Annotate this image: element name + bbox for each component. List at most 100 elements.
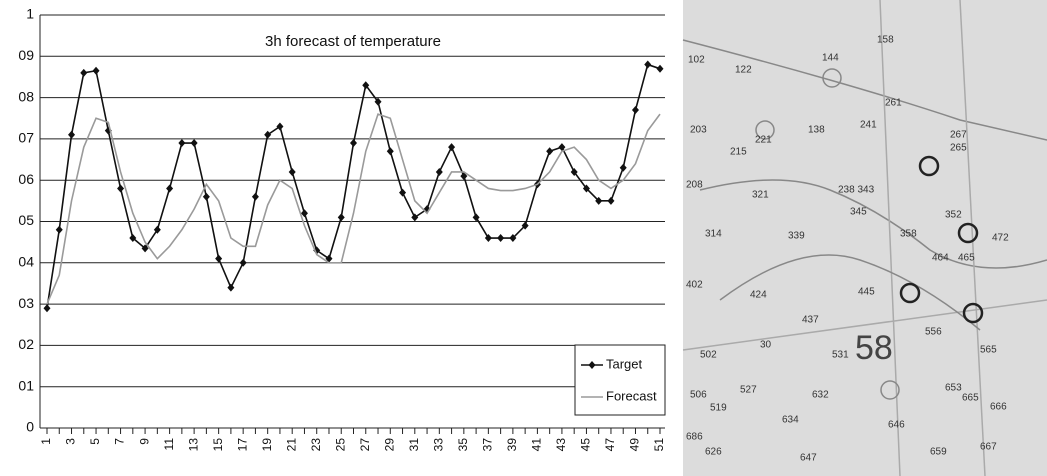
y-tick-label: 07: [18, 130, 34, 146]
point-marker: [276, 122, 284, 131]
point-marker: [631, 105, 639, 114]
y-tick-label: 04: [18, 254, 34, 270]
x-tick-label: 31: [407, 438, 421, 452]
map-label: 144: [822, 53, 839, 64]
point-marker: [153, 225, 161, 234]
x-tick-label: 37: [481, 438, 495, 452]
map-label: 647: [800, 453, 817, 464]
map-label: 519: [710, 403, 727, 414]
point-marker: [386, 147, 394, 156]
y-tick-label: 05: [18, 212, 34, 228]
y-tick-label: 02: [18, 336, 34, 352]
series-line: [46, 113, 661, 305]
map-label: 472: [992, 233, 1009, 244]
x-tick-label: 1: [39, 438, 53, 445]
map-label: 531: [832, 350, 849, 361]
point-marker: [166, 184, 174, 193]
point-marker: [399, 188, 407, 197]
y-tick-label: 06: [18, 171, 34, 187]
point-marker: [264, 130, 272, 139]
map-label: 506: [690, 390, 707, 401]
map-label: 241: [860, 120, 877, 131]
point-marker: [68, 130, 76, 139]
point-marker: [80, 68, 88, 77]
x-tick-label: 17: [235, 438, 249, 452]
legend-label: Target: [606, 356, 643, 371]
point-marker: [448, 143, 456, 152]
x-tick-label: 27: [358, 438, 372, 452]
y-tick-label: 08: [18, 88, 34, 104]
map-label: 653: [945, 383, 962, 394]
x-tick-label: 33: [431, 438, 445, 452]
map-label: 632: [812, 390, 829, 401]
point-marker: [288, 167, 296, 176]
map-marker: [918, 155, 940, 177]
map-label: 659: [930, 447, 947, 458]
map-contour: [682, 39, 1047, 141]
map-label: 203: [690, 125, 707, 136]
map-label: 626: [705, 447, 722, 458]
y-tick-label: 03: [18, 295, 34, 311]
point-marker: [190, 139, 198, 148]
map-circle: [755, 120, 775, 140]
point-marker: [582, 184, 590, 193]
map-label: 321: [752, 190, 769, 201]
point-marker: [435, 167, 443, 176]
x-tick-label: 29: [382, 438, 396, 452]
map-label: 527: [740, 385, 757, 396]
map-features: [682, 0, 1047, 476]
x-tick-label: 19: [260, 438, 274, 452]
point-marker: [546, 147, 554, 156]
point-marker: [350, 139, 357, 148]
point-marker: [239, 258, 247, 267]
x-tick-label: 45: [579, 438, 593, 452]
y-tick-label: 0: [26, 419, 34, 435]
point-marker: [619, 163, 627, 172]
point-marker: [411, 213, 419, 222]
map-label: 352: [945, 210, 962, 221]
legend-marker: [588, 361, 596, 369]
x-tick-label: 23: [309, 438, 323, 452]
map-contour: [699, 179, 1047, 269]
x-tick-label: 11: [162, 438, 176, 451]
point-marker: [227, 283, 235, 292]
point-marker: [55, 225, 63, 234]
x-tick-label: 3: [64, 438, 78, 445]
map-label: 665: [962, 393, 979, 404]
x-tick-label: 9: [137, 438, 151, 445]
point-marker: [300, 209, 308, 218]
point-marker: [43, 304, 51, 313]
map-label: 345: [850, 207, 867, 218]
point-marker: [202, 192, 210, 201]
x-tick-label: 41: [530, 438, 544, 452]
point-marker: [595, 196, 603, 205]
map-circle: [880, 380, 900, 400]
map-label: 265: [950, 143, 967, 154]
x-tick-label: 35: [456, 438, 470, 452]
y-tick-label: 01: [18, 377, 34, 393]
point-marker: [497, 234, 505, 243]
x-tick-label: 39: [505, 438, 519, 452]
point-marker: [129, 234, 137, 243]
point-marker: [472, 213, 480, 222]
x-tick-label: 15: [211, 438, 225, 452]
map-background: [683, 0, 1047, 476]
legend-label: Forecast: [606, 388, 657, 403]
map-label: 122: [735, 65, 752, 76]
point-marker: [374, 97, 382, 106]
map-grid-line: [959, 0, 986, 476]
y-tick-label: 09: [18, 47, 34, 63]
series-line: [46, 63, 661, 309]
point-marker: [656, 64, 664, 73]
map-label: 261: [885, 98, 902, 109]
map-label: 208: [686, 180, 703, 191]
point-marker: [362, 81, 370, 90]
map-label: 437: [802, 315, 819, 326]
point-marker: [558, 143, 566, 152]
point-marker: [215, 254, 223, 263]
map-label: 502: [700, 350, 717, 361]
x-tick-label: 21: [284, 438, 298, 452]
map-marker: [957, 222, 979, 244]
map-label: 158: [877, 35, 894, 46]
